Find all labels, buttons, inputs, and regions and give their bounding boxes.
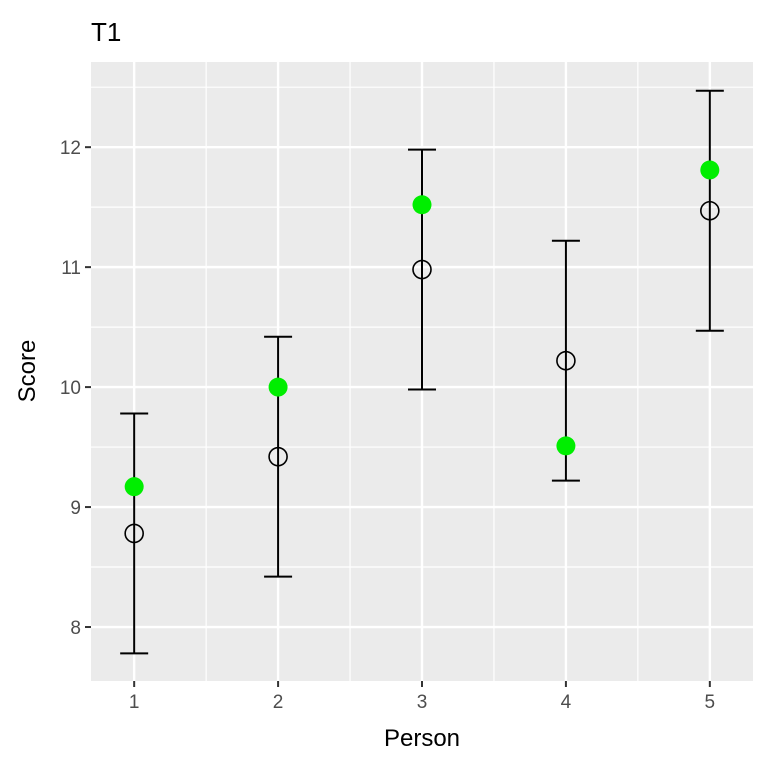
observed-point — [412, 195, 432, 215]
mean-point — [700, 200, 720, 221]
y-axis-label: Score — [14, 340, 41, 403]
observed-point — [268, 377, 288, 397]
y-tick-label: 8 — [70, 618, 81, 639]
x-tick-label: 4 — [561, 692, 572, 713]
y-tick-label: 10 — [60, 378, 81, 399]
gridlines — [91, 62, 753, 681]
y-tick-label: 9 — [70, 498, 81, 519]
mean-point — [556, 350, 576, 371]
y-tick-label: 12 — [60, 138, 81, 159]
mean-point — [268, 446, 288, 467]
mean-point — [412, 259, 432, 280]
observed-point — [700, 160, 720, 180]
chart-title: T1 — [91, 17, 121, 47]
x-tick-label: 5 — [705, 692, 716, 713]
observed-point — [124, 477, 144, 497]
y-tick-label: 11 — [61, 258, 81, 279]
x-tick-label: 3 — [417, 692, 428, 713]
x-tick-label: 1 — [129, 692, 140, 713]
data-marks — [120, 89, 724, 655]
observed-point — [556, 436, 576, 456]
mean-point — [124, 523, 144, 544]
x-tick-label: 2 — [273, 692, 284, 713]
x-axis-label: Person — [384, 725, 460, 752]
